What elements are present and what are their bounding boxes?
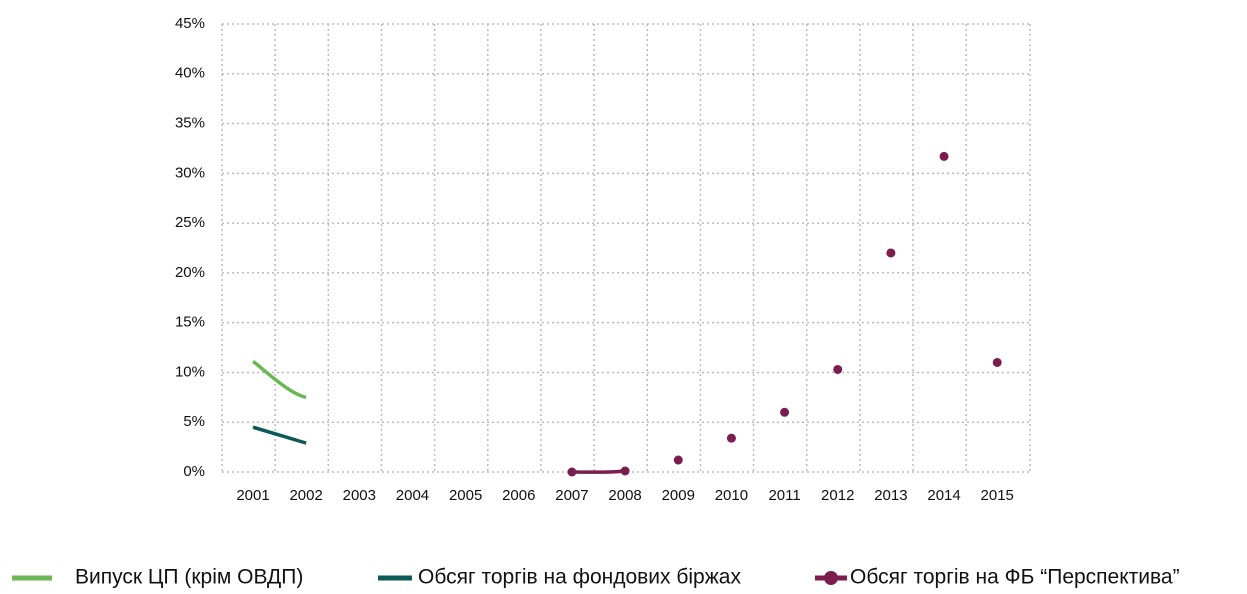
point: [833, 364, 843, 374]
x-tick-label: 2014: [927, 487, 960, 504]
point: [726, 433, 736, 443]
y-tick-label: 45%: [175, 15, 205, 32]
y-tick-label: 20%: [175, 264, 205, 281]
x-tick-label: 2006: [502, 487, 535, 504]
x-tick-label: 2003: [343, 487, 376, 504]
x-tick-label: 2007: [555, 487, 588, 504]
x-tick-label: 2005: [449, 487, 482, 504]
x-tick-label: 2015: [981, 487, 1014, 504]
x-tick-label: 2013: [874, 487, 907, 504]
x-tick-label: 2002: [289, 487, 322, 504]
point: [780, 407, 790, 417]
y-tick-label: 10%: [175, 363, 205, 380]
y-tick-label: 25%: [175, 214, 205, 231]
y-tick-label: 5%: [183, 413, 205, 430]
line-series: [252, 425, 307, 445]
x-tick-label: 2001: [236, 487, 269, 504]
y-tick-label: 30%: [175, 164, 205, 181]
x-tick-label: 2004: [396, 487, 429, 504]
legend-label: Випуск ЦП (крім ОВДП): [75, 566, 303, 589]
y-tick-label: 0%: [183, 463, 205, 480]
x-tick-label: 2011: [768, 487, 800, 504]
legend-label: Обсяг торгів на фондових біржах: [418, 566, 741, 589]
point: [567, 467, 577, 477]
point: [939, 151, 949, 161]
point: [886, 248, 896, 258]
point: [992, 357, 1002, 367]
x-tick-label: 2012: [821, 487, 854, 504]
point: [620, 466, 630, 476]
x-tick-label: 2010: [715, 487, 748, 504]
y-tick-label: 15%: [175, 314, 205, 331]
x-tick-label: 2009: [662, 487, 695, 504]
y-tick-label: 35%: [175, 115, 205, 132]
x-tick-label: 2008: [608, 487, 641, 504]
line-series: [571, 469, 626, 474]
legend-marker: [824, 571, 838, 585]
legend-label: Обсяг торгів на ФБ “Перспектива”: [850, 566, 1180, 589]
point: [673, 455, 683, 465]
line-series: [251, 360, 307, 400]
y-tick-label: 40%: [175, 65, 205, 82]
